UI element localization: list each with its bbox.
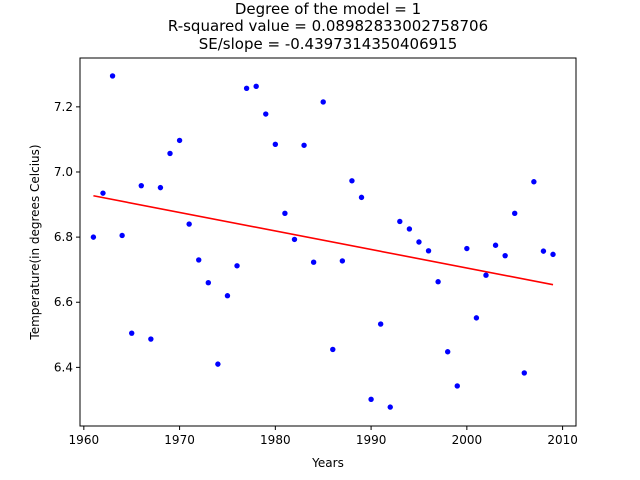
x-tick-label: 1960 (69, 433, 100, 447)
data-point (272, 141, 279, 148)
data-point (263, 111, 269, 117)
data-point (435, 279, 441, 285)
chart-title-line-2: R-squared value = 0.08982833002758706 (168, 17, 488, 35)
x-tick-label: 2000 (452, 433, 483, 447)
data-point (301, 142, 307, 148)
data-point (119, 232, 125, 239)
data-point (205, 280, 212, 286)
y-axis-label: Temperature(in degrees Celcius) (28, 144, 42, 340)
y-tick-label: 6.4 (54, 360, 73, 374)
data-point (397, 218, 403, 225)
data-point (167, 150, 173, 157)
data-point (406, 226, 413, 232)
y-tick-label: 7.2 (54, 100, 73, 114)
data-point (330, 346, 336, 353)
x-tick-label: 2010 (547, 433, 578, 447)
data-point (416, 239, 422, 245)
data-point (502, 252, 508, 259)
data-point (377, 321, 384, 327)
data-point (176, 137, 183, 144)
data-point (138, 182, 144, 189)
data-point (224, 293, 231, 299)
data-point (473, 315, 480, 321)
y-tick-label: 6.6 (54, 295, 73, 309)
x-axis-label: Years (311, 456, 344, 470)
data-point (215, 361, 221, 367)
data-point (320, 99, 326, 105)
data-point (148, 336, 154, 342)
chart-title-line-3: SE/slope = -0.4397314350406915 (199, 35, 458, 53)
y-tick-label: 6.8 (54, 230, 73, 244)
x-axis: 1960 1970 1980 1990 2000 2010 (69, 426, 578, 447)
data-point (157, 184, 164, 191)
data-point (358, 194, 365, 201)
data-point (464, 245, 470, 252)
data-point (521, 370, 527, 376)
x-tick-label: 1990 (356, 433, 387, 447)
regression-line (93, 194, 554, 286)
data-point (349, 178, 355, 184)
y-axis: 6.4 6.6 6.8 7.0 7.2 (54, 100, 80, 374)
y-tick-label: 7.0 (54, 165, 73, 179)
data-point (186, 221, 192, 227)
data-point (540, 248, 547, 254)
chart-title-line-1: Degree of the model = 1 (235, 0, 421, 18)
data-point (550, 251, 556, 258)
data-point (387, 404, 393, 410)
regression-line-group (93, 194, 554, 286)
data-point (90, 234, 97, 240)
plot-area (79, 57, 577, 427)
data-point (512, 210, 518, 217)
data-point (129, 330, 135, 336)
data-point (196, 257, 202, 263)
data-point (368, 396, 374, 402)
data-point (243, 85, 250, 91)
data-point (492, 242, 499, 248)
data-point (253, 83, 259, 90)
data-point (425, 248, 432, 254)
data-point (109, 73, 116, 79)
data-point (531, 179, 537, 185)
data-point (310, 259, 317, 265)
data-points (90, 73, 556, 410)
data-point (483, 272, 489, 278)
data-point (454, 383, 460, 389)
x-tick-label: 1970 (164, 433, 195, 447)
data-point (100, 190, 106, 196)
x-tick-label: 1980 (260, 433, 291, 447)
data-point (444, 349, 451, 355)
data-point (282, 210, 288, 217)
data-point (234, 263, 240, 269)
data-point (339, 258, 346, 264)
data-point (291, 236, 298, 243)
